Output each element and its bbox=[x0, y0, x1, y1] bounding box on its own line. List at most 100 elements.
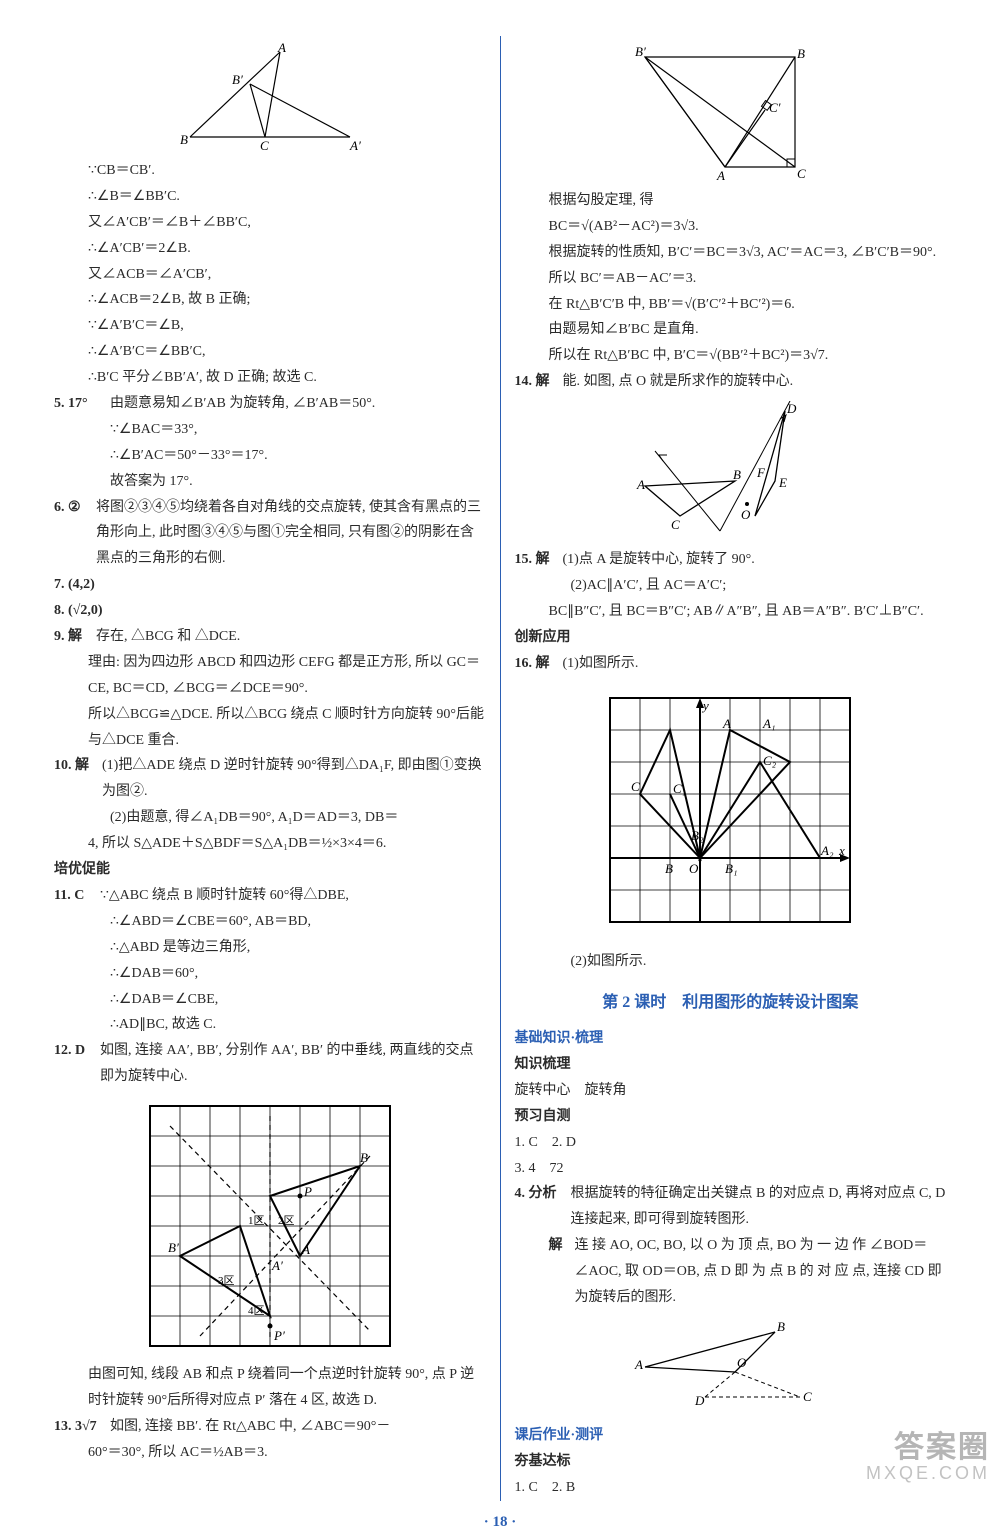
q9-body1: 存在, △BCG 和 △DCE. bbox=[96, 624, 486, 650]
q7: 7. (4,2) bbox=[54, 572, 486, 598]
section-chuangxin: 创新应用 bbox=[515, 625, 947, 651]
svg-text:P: P bbox=[303, 1184, 312, 1199]
svg-text:D: D bbox=[786, 401, 797, 416]
svg-text:4区: 4区 bbox=[248, 1305, 265, 1317]
watermark: 答案圈 MXQE.COM bbox=[866, 1431, 990, 1484]
svg-text:B₂: B₂ bbox=[691, 828, 704, 843]
r-line: 由题易知∠B′BC 是直角. bbox=[515, 317, 947, 343]
q13-num: 13. 3√7 bbox=[54, 1414, 110, 1440]
section-jichu: 基础知识·梳理 bbox=[515, 1026, 947, 1052]
heading-lesson-2: 第 2 课时 利用图形的旋转设计图案 bbox=[515, 988, 947, 1018]
q13-body: 如图, 连接 BB′. 在 Rt△ABC 中, ∠ABC＝90°－ bbox=[110, 1414, 486, 1440]
q15-body3: BC∥B″C′, 且 BC＝B″C′; AB∥A″B″, 且 AB＝A″B″. … bbox=[515, 599, 947, 625]
q4-sol-label: 解 bbox=[549, 1233, 575, 1311]
section-peiyou: 培优促能 bbox=[54, 857, 486, 883]
svg-text:C₂: C₂ bbox=[763, 753, 777, 768]
svg-text:A₁: A₁ bbox=[762, 716, 775, 731]
proof-line: ∴∠A′CB′＝2∠B. bbox=[54, 236, 486, 262]
svg-text:B: B bbox=[665, 861, 673, 876]
yx-3: 3. 4 72 bbox=[515, 1156, 947, 1182]
svg-text:3区: 3区 bbox=[218, 1275, 235, 1287]
svg-text:2区: 2区 bbox=[278, 1215, 295, 1227]
svg-text:C: C bbox=[797, 166, 806, 181]
svg-text:A: A bbox=[301, 1242, 310, 1257]
sub-yuxi: 预习自测 bbox=[515, 1104, 947, 1130]
q9-body3: 所以△BCG≌△DCE. 所以△BCG 绕点 C 顺时针方向旋转 90°后能与△… bbox=[54, 702, 486, 754]
r-line: 所以 BC′＝AB－AC′＝3. bbox=[515, 266, 947, 292]
q11-l5: ∴∠DAB＝∠CBE, bbox=[54, 987, 486, 1013]
q16-body: (1)如图所示. bbox=[563, 651, 947, 677]
q10-num: 10. 解 bbox=[54, 753, 102, 805]
proof-line: ∴∠A′B′C＝∠BB′C, bbox=[54, 339, 486, 365]
page-number: · 18 · bbox=[40, 1509, 960, 1536]
q4-sol: 连 接 AO, OC, BO, 以 O 为 顶 点, BO 为 一 边 作 ∠B… bbox=[575, 1233, 947, 1311]
r-line: 在 Rt△B′C′B 中, BB′＝√(B′C′²＋BC′²)＝6. bbox=[515, 292, 947, 318]
svg-text:A: A bbox=[716, 168, 725, 182]
svg-text:A: A bbox=[634, 1357, 643, 1372]
q5-line: 故答案为 17°. bbox=[54, 469, 486, 495]
svg-text:B′: B′ bbox=[635, 44, 646, 59]
q11-l4: ∴∠DAB＝60°, bbox=[54, 961, 486, 987]
q11-l2: ∴∠ABD＝∠CBE＝60°, AB＝BD, bbox=[54, 909, 486, 935]
q12-after: 由图可知, 线段 AB 和点 P 绕着同一个点逆时针旋转 90°, 点 P 逆时… bbox=[54, 1362, 486, 1414]
q10-body2: (2)由题意, 得∠A₁DB＝90°, A₁D＝AD＝3, DB＝ bbox=[54, 805, 486, 831]
q12-body: 如图, 连接 AA′, BB′, 分别作 AA′, BB′ 的中垂线, 两直线的… bbox=[100, 1038, 486, 1090]
svg-text:B: B bbox=[777, 1319, 785, 1334]
svg-text:C: C bbox=[803, 1389, 812, 1404]
figure-14: A B C D E F O bbox=[515, 401, 947, 541]
q5-body: 由题意易知∠B′AB 为旋转角, ∠B′AB＝50°. bbox=[110, 391, 486, 417]
q13-body2: 60°＝30°, 所以 AC＝½AB＝3. bbox=[54, 1440, 486, 1466]
svg-text:D: D bbox=[694, 1393, 705, 1408]
r-line: BC＝√(AB²－AC²)＝3√3. bbox=[515, 214, 947, 240]
q15-body1: (1)点 A 是旋转中心, 旋转了 90°. bbox=[563, 547, 947, 573]
figure-r1: B′ B C′ A C bbox=[515, 42, 947, 182]
svg-text:A′: A′ bbox=[349, 138, 361, 152]
svg-text:C′: C′ bbox=[769, 100, 781, 115]
q16-num: 16. 解 bbox=[515, 651, 563, 677]
svg-text:A: A bbox=[722, 716, 731, 731]
q15-num: 15. 解 bbox=[515, 547, 563, 573]
q5-line: ∵∠BAC＝33°, bbox=[54, 417, 486, 443]
svg-text:O: O bbox=[741, 507, 751, 522]
q6-body: 将图②③④⑤均绕着各自对角线的交点旋转, 使其含有黑点的三角形向上, 此时图③④… bbox=[96, 495, 486, 573]
watermark-text-2: MXQE.COM bbox=[866, 1464, 990, 1484]
proof-line: ∵∠A′B′C＝∠B, bbox=[54, 313, 486, 339]
svg-text:A: A bbox=[277, 42, 286, 55]
proof-line: ∴∠B＝∠BB′C. bbox=[54, 184, 486, 210]
svg-text:O: O bbox=[737, 1355, 747, 1370]
svg-text:B₁: B₁ bbox=[725, 861, 737, 876]
q6-num: 6. ② bbox=[54, 495, 96, 573]
svg-text:y: y bbox=[701, 698, 709, 713]
svg-text:B: B bbox=[360, 1150, 368, 1165]
proof-line: 又∠A′CB′＝∠B＋∠BB′C, bbox=[54, 210, 486, 236]
q10-body3: 4, 所以 S△ADE＋S△BDF＝S△A₁DB＝½×3×4＝6. bbox=[54, 831, 486, 857]
watermark-text-1: 答案圈 bbox=[866, 1431, 990, 1464]
svg-text:E: E bbox=[778, 475, 787, 490]
q9-body2: 理由: 因为四边形 ABCD 和四边形 CEFG 都是正方形, 所以 GC＝CE… bbox=[54, 650, 486, 702]
proof-line: ∵CB＝CB′. bbox=[54, 158, 486, 184]
figure-grid-12: B A B′ A′ P P′ 1区 2区 3区 4区 bbox=[54, 1096, 486, 1356]
svg-text:P′: P′ bbox=[273, 1328, 285, 1343]
q4-num: 4. 分析 bbox=[515, 1181, 571, 1233]
r-line: 根据勾股定理, 得 bbox=[515, 188, 947, 214]
q12-num: 12. D bbox=[54, 1038, 100, 1090]
q11-l3: ∴△ABD 是等边三角形, bbox=[54, 935, 486, 961]
proof-line: ∴B′C 平分∠BB′A′, 故 D 正确; 故选 C. bbox=[54, 365, 486, 391]
svg-text:C: C bbox=[671, 517, 680, 532]
q15-body2: (2)AC∥A′C′, 且 AC＝A′C′; bbox=[515, 573, 947, 599]
r-line: 所以在 Rt△B′BC 中, B′C＝√(BB′²＋BC²)＝3√7. bbox=[515, 343, 947, 369]
svg-text:F: F bbox=[756, 465, 766, 480]
svg-text:O: O bbox=[689, 861, 699, 876]
proof-line: ∴∠ACB＝2∠B, 故 B 正确; bbox=[54, 287, 486, 313]
svg-text:B′: B′ bbox=[168, 1240, 179, 1255]
q14-num: 14. 解 bbox=[515, 369, 563, 395]
q5-num: 5. 17° bbox=[54, 391, 110, 417]
svg-text:C: C bbox=[260, 138, 269, 152]
figure-triangle-1: A B′ B C A′ bbox=[54, 42, 486, 152]
r-line: 根据旋转的性质知, B′C′＝BC＝3√3, AC′＝AC＝3, ∠B′C′B＝… bbox=[515, 240, 947, 266]
q14-body: 能. 如图, 点 O 就是所求作的旋转中心. bbox=[563, 369, 947, 395]
svg-text:C: C bbox=[631, 779, 640, 794]
q9-num: 9. 解 bbox=[54, 624, 96, 650]
svg-text:x: x bbox=[838, 843, 845, 858]
q5-line: ∴∠B′AC＝50°－33°＝17°. bbox=[54, 443, 486, 469]
